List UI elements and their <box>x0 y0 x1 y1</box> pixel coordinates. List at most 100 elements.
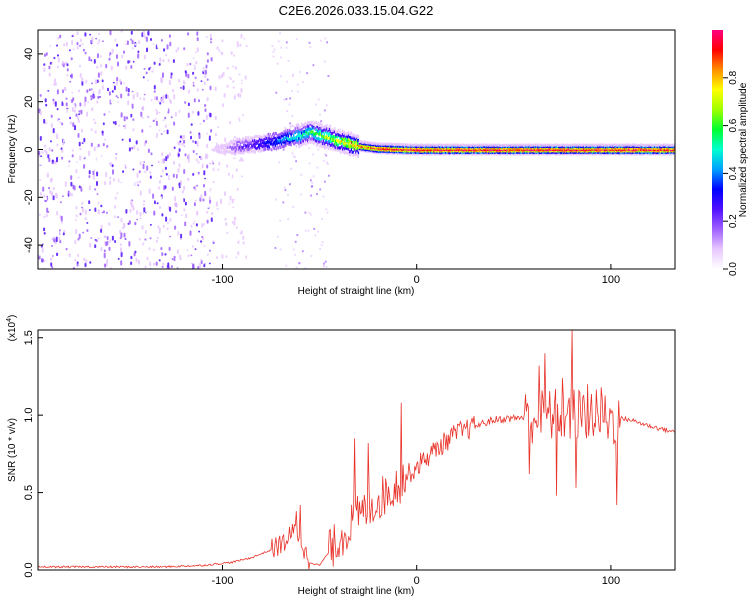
noise-cell <box>216 46 219 50</box>
noise-cell <box>120 93 123 99</box>
noise-cell <box>156 202 159 205</box>
signal-cell <box>586 146 588 150</box>
noise-cell <box>176 54 179 59</box>
noise-cell <box>45 235 48 241</box>
signal-cell <box>312 132 314 136</box>
signal-cell <box>305 138 307 142</box>
signal-cell <box>472 143 474 147</box>
signal-cell <box>289 126 291 129</box>
signal-cell <box>306 125 308 129</box>
noise-cell <box>183 47 186 51</box>
noise-cell <box>68 216 71 220</box>
noise-cell <box>225 222 228 226</box>
noise-cell <box>214 116 217 118</box>
signal-cell <box>309 131 311 135</box>
noise-cell <box>93 169 96 171</box>
signal-cell <box>533 143 535 147</box>
signal-cell <box>296 139 298 143</box>
signal-cell <box>323 145 325 149</box>
noise-cell <box>205 122 208 125</box>
signal-cell <box>629 143 631 147</box>
noise-cell <box>223 93 226 98</box>
noise-cell <box>212 240 215 243</box>
noise-cell <box>184 169 187 175</box>
signal-cell <box>284 126 286 130</box>
signal-cell <box>424 145 426 149</box>
noise-cell <box>312 64 315 67</box>
signal-cell <box>633 143 636 147</box>
noise-cell <box>239 43 242 47</box>
noise-cell <box>116 54 118 59</box>
signal-cell <box>357 151 360 155</box>
noise-cell <box>292 206 295 209</box>
signal-cell <box>537 143 540 147</box>
signal-cell <box>606 151 609 155</box>
signal-cell <box>494 143 496 147</box>
signal-cell <box>549 149 551 153</box>
signal-cell <box>656 143 658 147</box>
noise-cell <box>68 160 71 163</box>
signal-cell <box>347 132 349 136</box>
signal-cell <box>337 139 339 143</box>
signal-cell <box>296 134 298 138</box>
noise-cell <box>214 230 217 233</box>
signal-cell <box>336 139 339 143</box>
signal-cell <box>369 147 371 151</box>
signal-cell <box>600 145 602 149</box>
signal-cell <box>650 152 652 156</box>
signal-cell <box>228 150 230 154</box>
noise-cell <box>157 160 160 164</box>
noise-cell <box>166 232 169 235</box>
signal-cell <box>327 129 329 133</box>
noise-cell <box>63 43 66 47</box>
noise-cell <box>114 121 117 126</box>
signal-cell <box>289 140 291 144</box>
signal-cell <box>620 146 623 150</box>
signal-cell <box>311 137 313 141</box>
noise-cell <box>45 82 48 86</box>
signal-cell <box>293 129 295 133</box>
signal-cell <box>524 146 526 150</box>
signal-cell <box>430 143 432 147</box>
signal-cell <box>607 143 609 147</box>
noise-cell <box>109 239 112 243</box>
signal-cell <box>304 140 306 144</box>
signal-cell <box>476 146 478 150</box>
signal-cell <box>435 151 437 155</box>
signal-cell <box>236 141 238 144</box>
signal-cell <box>394 149 396 153</box>
signal-cell <box>376 149 378 153</box>
noise-cell <box>164 185 167 189</box>
noise-cell <box>97 72 100 78</box>
noise-cell <box>116 96 119 99</box>
noise-cell <box>322 195 325 198</box>
signal-cell <box>235 148 237 152</box>
noise-cell <box>291 115 294 118</box>
signal-cell <box>323 136 325 140</box>
signal-cell <box>568 144 570 147</box>
signal-cell <box>626 148 628 151</box>
signal-cell <box>552 143 554 147</box>
signal-cell <box>308 135 311 139</box>
signal-cell <box>611 148 613 152</box>
noise-cell <box>50 257 52 261</box>
noise-cell <box>57 65 59 69</box>
signal-cell <box>353 134 355 138</box>
signal-cell <box>650 145 652 149</box>
signal-cell <box>372 146 374 150</box>
signal-cell <box>511 144 513 147</box>
signal-cell <box>387 145 389 149</box>
noise-cell <box>143 67 146 70</box>
signal-cell <box>497 145 499 149</box>
signal-cell <box>550 143 552 147</box>
noise-cell <box>158 259 161 262</box>
signal-cell <box>548 152 550 156</box>
noise-cell <box>101 104 104 108</box>
signal-cell <box>411 143 413 147</box>
signal-cell <box>634 147 637 151</box>
noise-cell <box>79 102 82 107</box>
noise-cell <box>43 227 46 232</box>
signal-cell <box>526 145 528 149</box>
noise-cell <box>71 144 74 150</box>
noise-cell <box>56 186 59 189</box>
